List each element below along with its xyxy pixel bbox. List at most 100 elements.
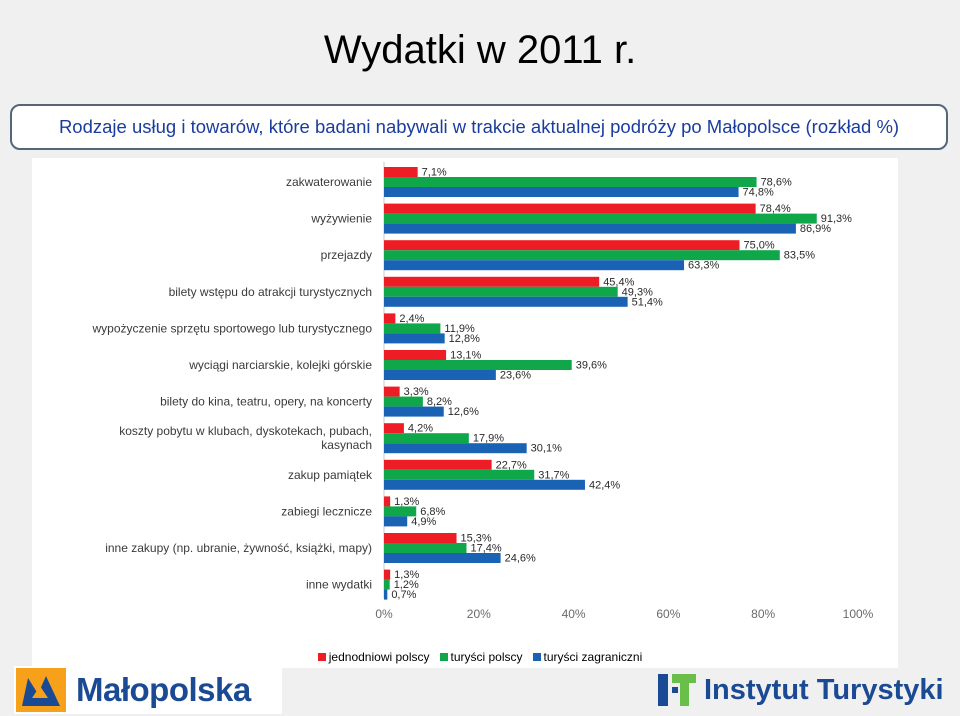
value-label: 2,4% bbox=[399, 313, 424, 325]
bar-1 bbox=[384, 203, 756, 214]
malopolska-logo: Małopolska bbox=[14, 666, 282, 714]
value-label: 4,2% bbox=[408, 423, 433, 435]
chart-subtitle-box: Rodzaje usług i towarów, które badani na… bbox=[10, 104, 948, 150]
x-tick-label: 20% bbox=[467, 607, 491, 621]
value-label: 7,1% bbox=[422, 167, 447, 179]
value-label: 45,4% bbox=[603, 276, 634, 288]
bar-3 bbox=[384, 553, 501, 563]
bar-1 bbox=[384, 496, 391, 507]
bar-chart: zakwaterowanie wyżywienie przejazdy bilety … bbox=[92, 162, 874, 621]
category-label: wyciągi narciarskie, kolejki górskie bbox=[188, 358, 372, 372]
value-label: 30,1% bbox=[531, 443, 562, 455]
x-tick-label: 60% bbox=[656, 607, 680, 621]
x-tick-label: 40% bbox=[562, 607, 586, 621]
category-label: zabiegi lecznicze bbox=[281, 504, 372, 518]
value-label: 11,9% bbox=[444, 323, 475, 335]
slide-title: Wydatki w 2011 r. bbox=[323, 28, 637, 72]
value-label: 23,6% bbox=[500, 370, 531, 382]
bar-3 bbox=[384, 406, 444, 417]
x-tick-label: 0% bbox=[375, 607, 393, 621]
bar-3 bbox=[384, 370, 496, 380]
value-label: 49,3% bbox=[622, 286, 653, 298]
bar-2 bbox=[384, 286, 618, 297]
bar-3 bbox=[384, 260, 685, 271]
x-tick-label: 100% bbox=[843, 607, 874, 621]
malopolska-logo-text: Małopolska bbox=[76, 671, 251, 708]
value-label: 86,9% bbox=[800, 223, 831, 235]
value-label: 1,2% bbox=[394, 579, 419, 591]
bar-3 bbox=[384, 589, 388, 600]
legend-swatch-s1 bbox=[317, 653, 326, 661]
legend-item-s3: turyści zagraniczni bbox=[532, 650, 643, 664]
bar-2 bbox=[384, 213, 817, 224]
value-label: 91,3% bbox=[821, 213, 852, 225]
legend-label-s3: turyści zagraniczni bbox=[543, 650, 643, 664]
legend-item-s2: turyści polscy bbox=[439, 650, 523, 664]
category-label: bilety do kina, teatru, opery, na koncer… bbox=[160, 395, 372, 409]
category-label: zakup pamiątek bbox=[288, 468, 373, 482]
bar-2 bbox=[384, 543, 467, 553]
value-label: 51,4% bbox=[632, 296, 663, 308]
value-label: 39,6% bbox=[576, 360, 607, 372]
category-label: wyżywienie bbox=[310, 212, 372, 226]
bar-1 bbox=[384, 350, 447, 360]
bar-1 bbox=[384, 386, 400, 397]
value-label: 1,3% bbox=[394, 569, 419, 581]
value-label: 83,5% bbox=[784, 250, 815, 262]
value-label: 74,8% bbox=[743, 187, 774, 199]
bar-3 bbox=[384, 187, 739, 197]
value-label: 42,4% bbox=[589, 479, 620, 491]
bar-1 bbox=[384, 533, 457, 543]
chart-subtitle: Rodzaje usług i towarów, które badani na… bbox=[58, 116, 900, 137]
value-label: 78,6% bbox=[761, 177, 792, 189]
bar-3 bbox=[384, 296, 628, 307]
value-label: 31,7% bbox=[538, 469, 569, 481]
category-label: inne zakupy (np. ubranie, żywność, książ… bbox=[105, 541, 372, 555]
value-label: 6,8% bbox=[420, 506, 445, 518]
bar-1 bbox=[384, 569, 391, 580]
bar-2 bbox=[384, 579, 390, 590]
category-label: inne wydatki bbox=[306, 578, 372, 592]
bar-2 bbox=[384, 177, 757, 187]
value-label: 0,7% bbox=[391, 589, 416, 601]
bar-1 bbox=[384, 240, 740, 251]
chart-panel: zakwaterowanie wyżywienie przejazdy bilety … bbox=[32, 158, 898, 668]
legend-item-s1: jednodniowi polscy bbox=[317, 650, 430, 664]
value-label: 3,3% bbox=[404, 386, 429, 398]
bar-2 bbox=[384, 396, 423, 407]
bar-3 bbox=[384, 223, 796, 234]
value-label: 13,1% bbox=[450, 350, 481, 362]
category-label: przejazdy bbox=[321, 248, 372, 262]
value-label: 22,7% bbox=[496, 459, 527, 471]
value-label: 1,3% bbox=[394, 496, 419, 508]
instytut-turystyki-logo-icon bbox=[658, 674, 696, 706]
value-label: 78,4% bbox=[760, 203, 791, 215]
value-label: 63,3% bbox=[688, 260, 719, 272]
value-label: 17,9% bbox=[473, 433, 504, 445]
chart-legend: jednodniowi polscy turyści polscy turyśc… bbox=[0, 650, 960, 664]
bar-2 bbox=[384, 433, 469, 444]
legend-label-s1: jednodniowi polscy bbox=[328, 650, 430, 664]
bar-3 bbox=[384, 443, 527, 454]
instytut-turystyki-logo: Instytut Turystyki bbox=[656, 666, 956, 714]
bar-1 bbox=[384, 423, 404, 434]
malopolska-logo-icon bbox=[16, 668, 66, 712]
value-label: 12,6% bbox=[448, 406, 479, 418]
category-label: koszty pobytu w klubach, dyskotekach, pu… bbox=[119, 424, 372, 452]
value-label: 15,3% bbox=[461, 533, 492, 545]
legend-swatch-s2 bbox=[439, 653, 448, 661]
bar-3 bbox=[384, 516, 408, 527]
bar-1 bbox=[384, 276, 600, 287]
bar-2 bbox=[384, 323, 441, 334]
instytut-turystyki-logo-text: Instytut Turystyki bbox=[704, 673, 944, 706]
value-label: 12,8% bbox=[449, 333, 480, 345]
value-label: 8,2% bbox=[427, 396, 452, 408]
bar-3 bbox=[384, 333, 445, 344]
bar-2 bbox=[384, 506, 417, 517]
bar-1 bbox=[384, 167, 418, 177]
legend-label-s2: turyści polscy bbox=[450, 650, 523, 664]
bar-2 bbox=[384, 469, 535, 480]
bar-1 bbox=[384, 459, 492, 470]
value-label: 4,9% bbox=[411, 516, 436, 528]
category-label: zakwaterowanie bbox=[286, 175, 372, 189]
